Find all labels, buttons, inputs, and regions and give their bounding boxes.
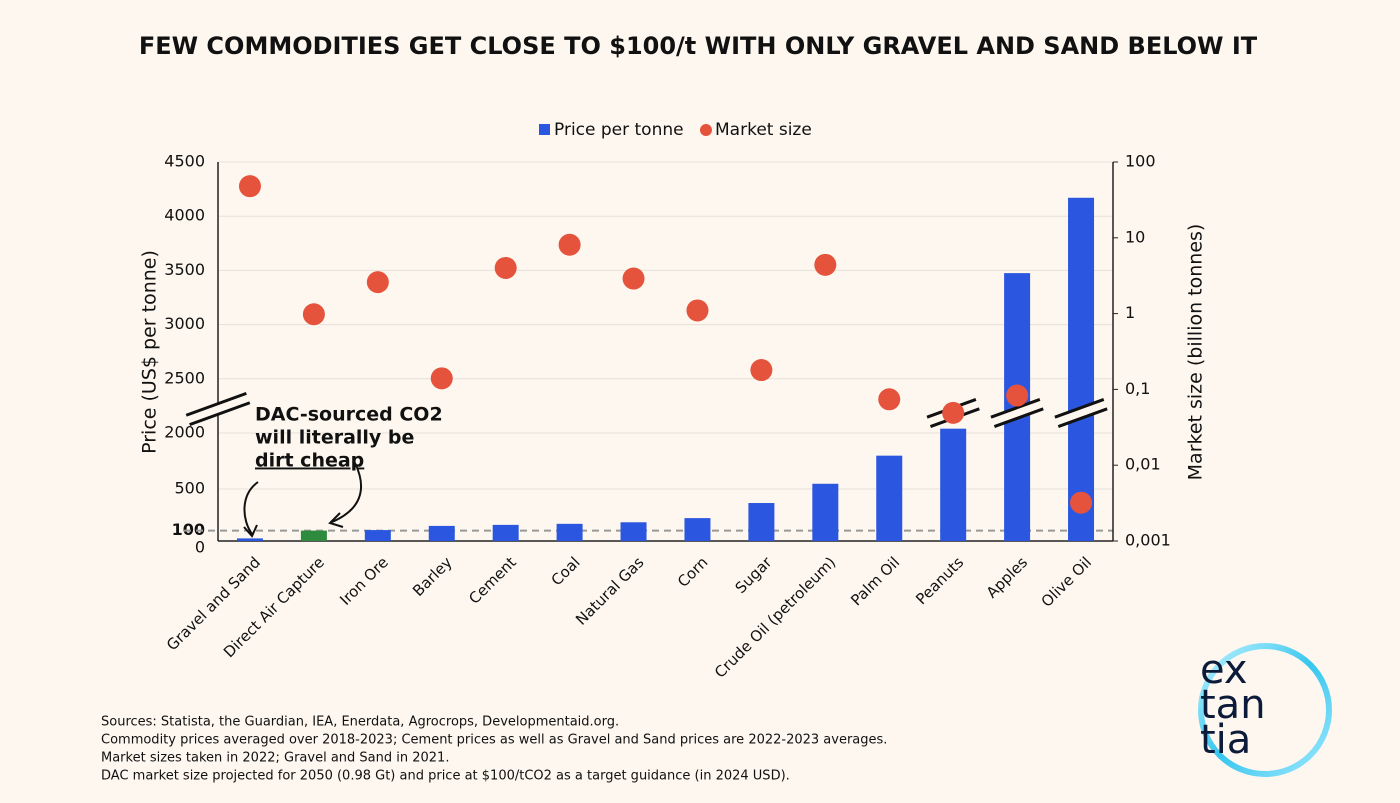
axis-break: [993, 407, 1044, 429]
dot: [302, 303, 325, 326]
bar: [684, 518, 711, 541]
axis-break: [1054, 397, 1105, 419]
legend-label: Market size: [715, 120, 812, 140]
legend-swatch: [700, 124, 712, 136]
y-tick-label: 2000: [164, 423, 205, 442]
y2-tick-label: 10: [1125, 227, 1145, 246]
dot: [1006, 384, 1029, 407]
y-tick-label: 3500: [164, 260, 205, 279]
y-tick-label: 2500: [164, 368, 205, 387]
bar: [236, 538, 263, 541]
dot: [686, 299, 709, 322]
source-note: Market sizes taken in 2022; Gravel and S…: [101, 751, 449, 766]
bar: [876, 455, 903, 541]
bar: [428, 525, 455, 541]
logo-text: tan: [1200, 682, 1266, 728]
dot: [1070, 491, 1093, 514]
axis-break-gap: [990, 398, 1044, 428]
y2-axis-label: Market size (billion tonnes): [1185, 224, 1207, 481]
axis-break-gap: [1054, 398, 1108, 428]
annotation-text: will literally be: [255, 427, 414, 449]
annotation-arrowhead: [328, 512, 344, 528]
dot: [238, 175, 261, 198]
axis-break: [185, 391, 247, 417]
axis-break: [1057, 407, 1108, 429]
dot: [622, 267, 645, 290]
dot: [366, 271, 389, 294]
legend-label: Price per tonne: [554, 120, 684, 140]
annotation-text: dirt cheap: [255, 450, 364, 472]
bar: [556, 523, 583, 541]
dot: [814, 253, 837, 276]
legend-swatch: [539, 124, 550, 135]
bar: [300, 530, 327, 541]
annotation-text: DAC-sourced CO2: [255, 404, 443, 426]
y2-tick-label: 0,01: [1125, 455, 1161, 474]
y-tick-label: 500: [174, 478, 205, 497]
chart-title: FEW COMMODITIES GET CLOSE TO $100/t WITH…: [139, 32, 1258, 60]
dot: [942, 401, 965, 424]
source-note: Sources: Statista, the Guardian, IEA, En…: [101, 715, 619, 730]
source-note: Commodity prices averaged over 2018-2023…: [101, 733, 887, 748]
bar: [492, 524, 519, 541]
axis-break-gap: [185, 392, 251, 426]
y-tick-label: 4000: [164, 206, 205, 225]
bar: [1068, 197, 1095, 541]
y-axis-label: Price (US$ per tonne): [139, 250, 161, 454]
y2-tick-label: 0,001: [1125, 531, 1171, 550]
axis-break: [990, 397, 1041, 419]
annotation-arrow: [331, 462, 363, 523]
y2-tick-label: 1: [1125, 303, 1135, 322]
dot: [750, 359, 773, 382]
y2-tick-label: 0,1: [1125, 379, 1150, 398]
dot: [878, 388, 901, 411]
bar: [940, 428, 967, 541]
axis-break: [189, 401, 251, 427]
dot: [430, 367, 453, 390]
bar: [620, 522, 647, 541]
logo-ring: [1198, 643, 1332, 777]
logo-text: ex: [1200, 647, 1248, 693]
logo-text: tia: [1200, 717, 1251, 763]
source-note: DAC market size projected for 2050 (0.98…: [101, 769, 790, 784]
bar: [812, 483, 839, 541]
annotation-arrowhead: [243, 524, 258, 538]
dot: [558, 233, 581, 256]
bar: [364, 530, 391, 541]
bar: [748, 503, 775, 541]
y-tick-label: 3000: [164, 314, 205, 333]
y-tick-label: 0: [195, 538, 205, 557]
y2-tick-label: 100: [1125, 152, 1156, 171]
dot: [494, 256, 517, 279]
y-tick-label: 4500: [164, 152, 205, 171]
annotation-arrow: [243, 481, 259, 535]
